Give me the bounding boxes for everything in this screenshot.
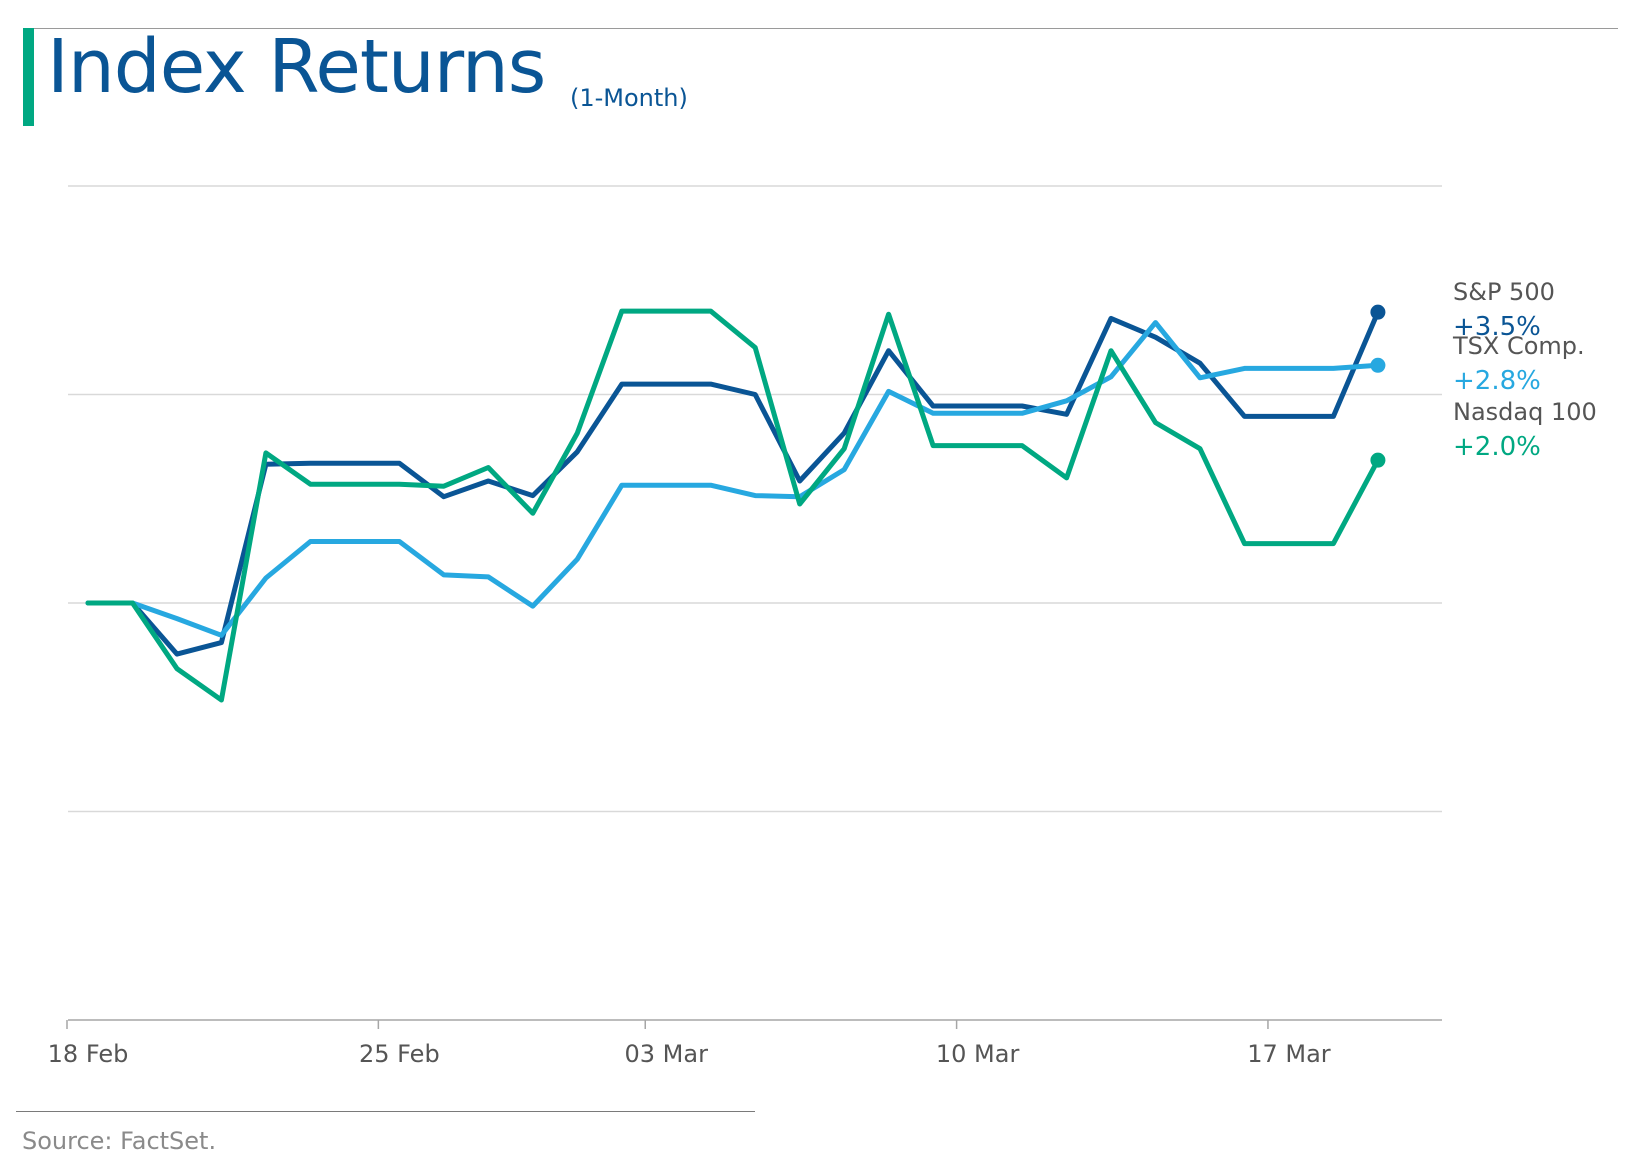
series-value-label: +2.8% bbox=[1453, 366, 1541, 396]
series-value-label: +3.5% bbox=[1453, 312, 1541, 342]
series-name-label: Nasdaq 100 bbox=[1453, 398, 1597, 426]
series-end-marker-1 bbox=[1370, 357, 1386, 373]
series-name-label: TSX Comp. bbox=[1452, 332, 1585, 360]
x-tick-label: 10 Mar bbox=[936, 1040, 1020, 1068]
x-tick-label: 18 Feb bbox=[48, 1040, 129, 1068]
x-tick-label: 03 Mar bbox=[625, 1040, 709, 1068]
series-value-label: +2.0% bbox=[1453, 432, 1541, 462]
source-rule bbox=[16, 1111, 755, 1112]
series-line-1 bbox=[85, 320, 1381, 638]
chart-subtitle: (1-Month) bbox=[570, 84, 688, 112]
x-tick-label: 25 Feb bbox=[359, 1040, 440, 1068]
series-line-0 bbox=[85, 309, 1381, 657]
series-line-2 bbox=[85, 308, 1381, 703]
chart-title: Index Returns bbox=[47, 24, 546, 110]
top-rule bbox=[28, 28, 1618, 29]
x-tick-label: 17 Mar bbox=[1247, 1040, 1331, 1068]
source-note: Source: FactSet. bbox=[22, 1127, 217, 1155]
series-end-marker-0 bbox=[1370, 304, 1386, 320]
series-end-marker-2 bbox=[1370, 452, 1386, 468]
series-name-label: S&P 500 bbox=[1453, 278, 1555, 306]
title-accent-bar bbox=[23, 28, 34, 126]
